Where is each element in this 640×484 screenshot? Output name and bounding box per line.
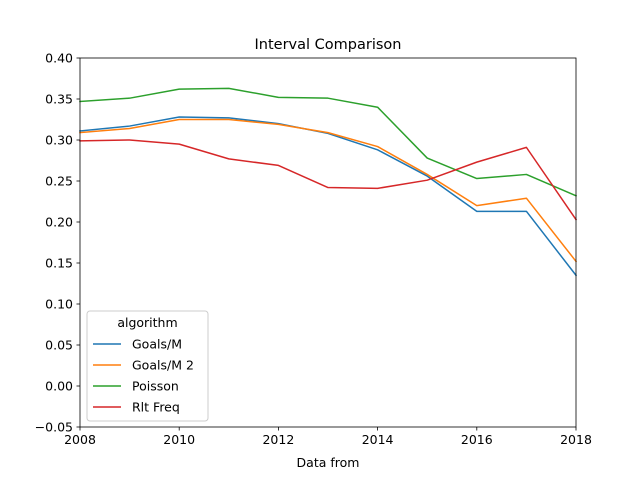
y-tick-label: 0.10 xyxy=(45,297,73,312)
y-tick-label: 0.15 xyxy=(45,256,73,271)
series-line-1 xyxy=(79,118,578,263)
legend-label: Goals/M xyxy=(132,337,182,352)
x-axis-label: Data from xyxy=(297,455,360,470)
series-line-2 xyxy=(79,87,577,197)
legend-title: algorithm xyxy=(117,315,177,330)
legend-box xyxy=(86,310,209,422)
legend-label: Rlt Freq xyxy=(132,400,180,415)
legend-label: Poisson xyxy=(132,379,179,394)
y-tick-label: −0.05 xyxy=(35,420,73,435)
y-tick-label: 0.40 xyxy=(45,51,73,66)
x-tick-label: 2016 xyxy=(461,432,493,447)
x-tick-label: 2014 xyxy=(362,432,394,447)
axes: 2008 2010 2012 2014 2016 2018 −0.05 0.00 0.05 0.1… xyxy=(35,51,592,448)
chart-title: Interval Comparison xyxy=(255,37,402,53)
y-tick-label: 0.25 xyxy=(45,174,73,189)
plot-area xyxy=(79,87,578,277)
legend-label: Goals/M 2 xyxy=(132,358,194,373)
legend: algorithm Goals/M Goals/M 2 Poisson Rlt Freq xyxy=(86,310,209,422)
y-tick-label: 0.00 xyxy=(45,379,73,394)
x-tick-label: 2012 xyxy=(262,432,294,447)
series-line-3 xyxy=(79,139,578,221)
y-tick-label: 0.35 xyxy=(45,92,73,107)
y-tick-label: 0.20 xyxy=(45,215,73,230)
x-tick-label: 2010 xyxy=(163,432,195,447)
x-tick-label: 2008 xyxy=(64,432,96,447)
y-tick-label: 0.30 xyxy=(45,133,73,148)
x-tick-label: 2018 xyxy=(560,432,592,447)
series-line-0 xyxy=(79,116,578,277)
y-tick-label: 0.05 xyxy=(45,338,73,353)
plot-frame xyxy=(79,57,577,428)
